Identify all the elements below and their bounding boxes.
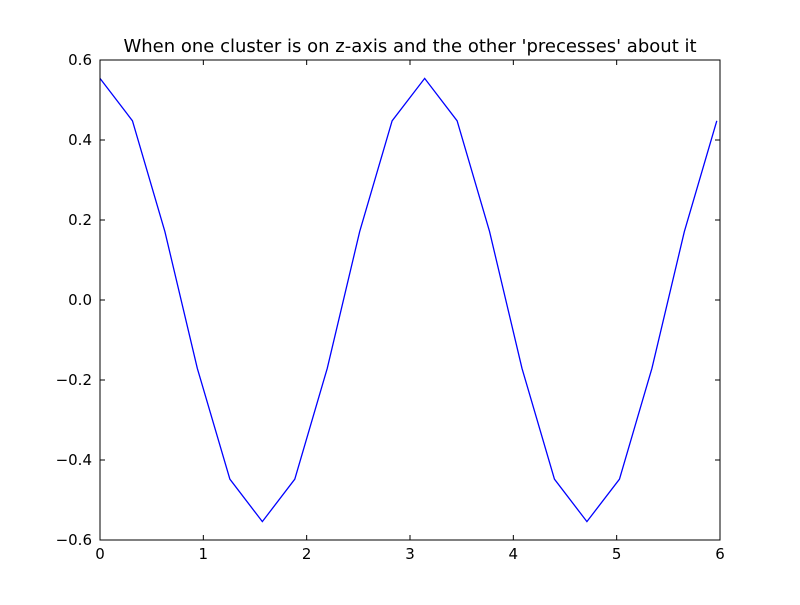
x-tick-label: 1 [199, 545, 209, 563]
chart-title: When one cluster is on z-axis and the ot… [123, 36, 696, 57]
series-line-0 [99, 77, 718, 523]
axes-frame [99, 59, 721, 541]
x-tick-label: 4 [509, 545, 519, 563]
y-tick-label: −0.2 [56, 371, 92, 389]
y-tick-label: −0.4 [56, 451, 92, 469]
x-tick-label: 3 [405, 545, 415, 563]
y-tick-label: 0.6 [68, 51, 92, 69]
x-tick-label: 2 [302, 545, 312, 563]
y-tick-label: −0.6 [56, 531, 92, 549]
y-tick-label: 0.4 [68, 131, 92, 149]
x-tick-label: 5 [612, 545, 622, 563]
y-tick-label: 0.0 [68, 291, 92, 309]
x-tick-label: 6 [715, 545, 725, 563]
x-tick-label: 0 [95, 545, 105, 563]
plot-area: 0 1 2 3 4 5 6 −0.6 −0.4 −0.2 0.0 0.2 0.4 0.6 [56, 51, 725, 563]
y-tick-label: 0.2 [68, 211, 92, 229]
